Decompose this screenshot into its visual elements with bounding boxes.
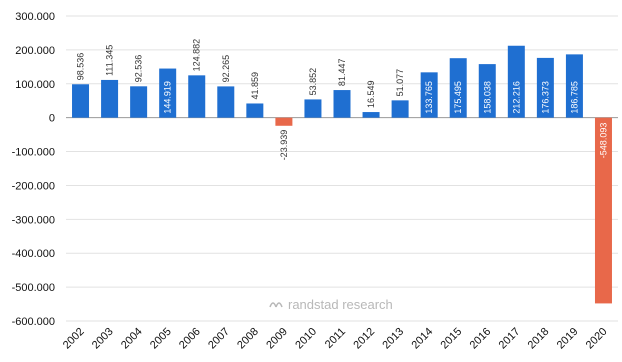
bar [449,58,467,118]
x-tick-label: 2015 [439,326,465,352]
x-tick-label: 2008 [235,326,261,352]
watermark-text: randstad research [288,297,393,312]
x-tick-label: 2011 [323,326,348,351]
bar [507,45,525,118]
x-tick-label: 2018 [526,326,552,352]
x-tick-label: 2009 [264,326,290,352]
y-tick-label: -300.000 [12,214,55,226]
x-tick-label: 2002 [61,326,87,352]
data-label: 98.536 [76,53,86,81]
bar [333,90,351,118]
bar [130,86,148,118]
data-label: 176.373 [540,81,550,114]
data-label: -23.939 [279,130,289,161]
x-tick-label: 2003 [90,326,116,352]
y-tick-label: -600.000 [12,316,55,328]
data-label: 133.765 [424,81,434,114]
bar [217,86,235,118]
x-tick-label: 2006 [177,326,203,352]
bar [536,57,554,118]
gridlines [66,15,618,322]
bar [420,72,438,118]
data-label: 53.852 [308,68,318,96]
data-label: 92.536 [134,55,144,83]
bar [594,117,612,304]
watermark: randstad research [269,297,393,312]
data-label: 144.919 [163,81,173,114]
x-tick-label: 2010 [293,326,319,352]
x-tick-label: 2016 [468,326,494,352]
y-tick-label: 200.000 [15,45,55,57]
bar [246,103,264,118]
x-tick-label: 2014 [409,326,435,352]
bar [188,75,206,118]
x-tick-label: 2012 [351,326,377,352]
bar [101,79,119,118]
data-label: 92.265 [221,55,231,83]
bar [391,100,409,118]
y-tick-label: 0 [49,113,55,125]
data-label: 16.549 [366,81,376,109]
data-label: 111.345 [105,45,115,76]
data-label: 212.216 [511,81,521,114]
x-tick-label: 2017 [497,326,523,352]
data-label: 158.038 [482,81,492,114]
y-tick-label: 100.000 [15,79,55,91]
x-tick-label: 2007 [206,326,232,352]
x-tick-label: 2005 [148,326,174,352]
randstad-logo-icon [269,302,283,308]
x-tick-label: 2013 [380,326,406,352]
x-tick-label: 2019 [555,326,581,352]
data-label: 124.882 [192,39,202,72]
data-labels: 98.536 111.345 92.536 144.919 124.882 92.265 4… [76,39,609,161]
data-label: 51.077 [395,69,405,97]
bar [72,84,90,118]
x-tick-label: 2020 [584,326,610,352]
bar [565,54,583,118]
data-label: 186.785 [569,81,579,114]
bars [72,45,612,304]
x-tick-label: 2004 [119,326,145,352]
data-label: 41.859 [250,72,260,100]
y-tick-label: -500.000 [12,282,55,294]
data-label: -548.093 [598,123,608,159]
bar [362,112,380,118]
bar [159,68,177,118]
bar [275,117,293,126]
bar [304,99,322,118]
y-tick-label: -200.000 [12,180,55,192]
data-label: 175.495 [453,81,463,114]
bar [478,64,496,118]
data-label: 81.447 [337,59,347,87]
y-tick-label: -400.000 [12,248,55,260]
y-tick-label: 300.000 [15,11,55,23]
y-tick-label: -100.000 [12,147,55,159]
